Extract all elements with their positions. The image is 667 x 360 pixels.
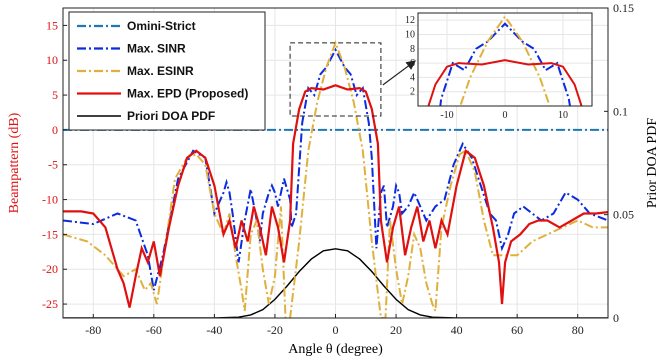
x-tick-label: -20 bbox=[267, 323, 283, 337]
legend-entry-label: Omini-Strict bbox=[127, 19, 196, 33]
left-y-tick-label: -15 bbox=[42, 227, 58, 241]
left-y-tick-label: -5 bbox=[48, 158, 58, 172]
left-y-axis-ticks: -25 -20 -15 -10 -5 0 5 10 15 bbox=[42, 18, 67, 311]
inset-y-tick-label: 4 bbox=[410, 72, 415, 83]
series-line-max-epd-proposed bbox=[63, 84, 608, 308]
inset-y-tick-label: 10 bbox=[405, 29, 415, 40]
inset-frame bbox=[417, 12, 593, 107]
right-y-tick-label: 0.05 bbox=[613, 208, 634, 222]
legend-entry-label: Max. EPD (Proposed) bbox=[127, 87, 248, 101]
left-y-tick-label: -20 bbox=[42, 262, 58, 276]
inset-y-tick-label: 6 bbox=[410, 58, 415, 69]
inset-x-tick-label: 0 bbox=[503, 110, 508, 121]
legend-entry-label: Max. ESINR bbox=[127, 64, 194, 78]
inset-y-tick-label: 2 bbox=[410, 87, 415, 98]
left-y-tick-label: -10 bbox=[42, 193, 58, 207]
zoom-source-box bbox=[289, 42, 382, 117]
zoom-arrow bbox=[382, 60, 416, 86]
left-y-tick-label: 5 bbox=[52, 88, 58, 102]
left-y-tick-label: 10 bbox=[46, 53, 58, 67]
inset-series-line bbox=[439, 22, 571, 106]
left-y-axis-label: Beampattern (dB) bbox=[7, 112, 22, 213]
x-tick-label: 0 bbox=[333, 323, 339, 337]
right-y-axis-label: Prior DOA PDF bbox=[645, 118, 660, 208]
x-axis-ticks: -80 -60 -40 -20 0 20 40 60 80 bbox=[85, 314, 584, 337]
x-tick-label: 20 bbox=[390, 323, 402, 337]
x-tick-label: -60 bbox=[146, 323, 162, 337]
inset-y-tick-label: 8 bbox=[410, 44, 415, 55]
x-tick-label: 60 bbox=[511, 323, 523, 337]
legend-entry-label: Priori DOA PDF bbox=[127, 109, 215, 123]
right-y-tick-label: 0.15 bbox=[613, 1, 634, 15]
x-tick-label: -40 bbox=[206, 323, 222, 337]
zoom-indicator bbox=[289, 42, 416, 117]
grid-lines bbox=[63, 8, 608, 318]
right-y-axis-ticks: 0 0.05 0.1 0.15 bbox=[604, 1, 634, 325]
x-tick-label: 80 bbox=[572, 323, 584, 337]
inset-series-line bbox=[427, 59, 583, 106]
legend: Omini-Strict Max. SINR Max. ESINR Max. EPD … bbox=[68, 11, 266, 131]
x-tick-label: -80 bbox=[85, 323, 101, 337]
right-y-tick-label: 0 bbox=[613, 311, 619, 325]
left-y-tick-label: 0 bbox=[52, 123, 58, 137]
inset-y-tick-label: 12 bbox=[405, 15, 415, 26]
inset-x-tick-label: 10 bbox=[558, 110, 568, 121]
legend-entry-label: Max. SINR bbox=[127, 42, 186, 56]
inset-zoom-chart: -10 0 10 2 4 6 8 10 12 bbox=[405, 12, 593, 121]
x-tick-label: 40 bbox=[451, 323, 463, 337]
right-y-tick-label: 0.1 bbox=[613, 104, 628, 118]
left-y-tick-label: 15 bbox=[46, 18, 58, 32]
inset-x-tick-label: -10 bbox=[440, 110, 453, 121]
series-line-priori-doa-pdf bbox=[63, 248, 608, 318]
x-axis-label: Angle θ (degree) bbox=[288, 342, 383, 357]
left-y-tick-label: -25 bbox=[42, 297, 58, 311]
